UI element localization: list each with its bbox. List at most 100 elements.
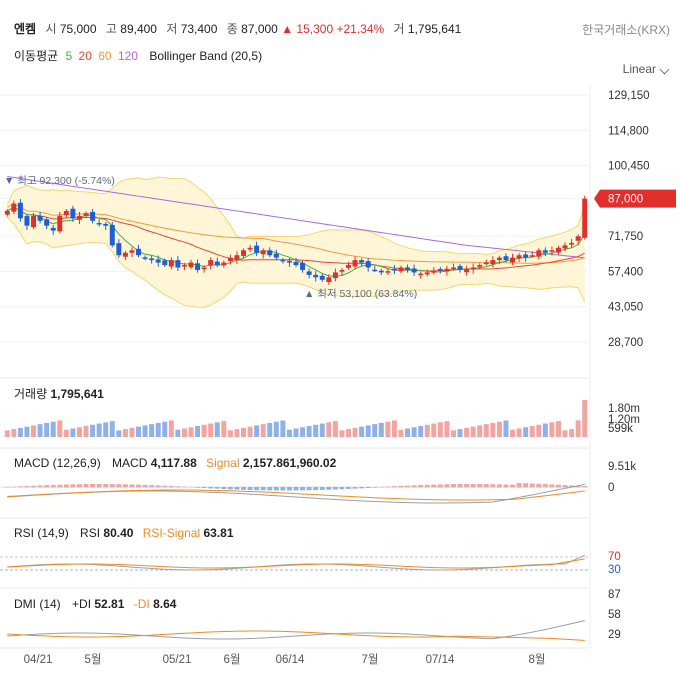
bollinger-lower-line bbox=[6, 216, 586, 309]
volume-bar bbox=[542, 423, 548, 437]
x-axis-label: 07/14 bbox=[426, 654, 455, 666]
macd-histogram-bar bbox=[510, 484, 516, 488]
volume-bar bbox=[109, 421, 115, 437]
macd-histogram-bar bbox=[457, 484, 463, 488]
ma60-line bbox=[7, 202, 585, 264]
candle-body bbox=[254, 245, 260, 253]
current-price-label: 87,000 bbox=[608, 194, 643, 206]
macd-histogram-bar bbox=[555, 484, 561, 488]
candle-body bbox=[168, 260, 174, 267]
plus-di-value: 52.81 bbox=[94, 597, 125, 611]
macd-histogram-bar bbox=[319, 487, 325, 490]
macd-histogram-bar bbox=[575, 485, 581, 488]
volume-bar bbox=[63, 429, 69, 437]
candle-body bbox=[542, 250, 548, 253]
candle-body bbox=[214, 261, 220, 266]
candle-body bbox=[149, 258, 155, 261]
x-axis-label: 8월 bbox=[529, 653, 546, 666]
candle-body bbox=[109, 224, 115, 246]
macd-histogram-bar bbox=[562, 485, 568, 488]
candle-body bbox=[418, 273, 424, 276]
candle-body bbox=[44, 219, 50, 226]
scale-select[interactable]: Linear bbox=[622, 62, 656, 76]
volume-bar bbox=[365, 425, 371, 437]
macd-histogram-bar bbox=[136, 484, 142, 488]
macd-histogram-bar bbox=[175, 486, 181, 488]
x-axis-label: 04/21 bbox=[24, 654, 53, 666]
volume-bar bbox=[70, 428, 76, 437]
rsi-value: 80.40 bbox=[103, 526, 134, 540]
macd-histogram-bar bbox=[496, 484, 502, 488]
candle-body bbox=[313, 274, 319, 278]
macd-histogram-bar bbox=[286, 487, 292, 491]
volume-bar bbox=[267, 422, 273, 437]
volume-bar bbox=[90, 424, 96, 437]
macd-value: 4,117.88 bbox=[150, 456, 197, 470]
rsi-title: RSI (14,9) RSI 80.40 RSI-Signal 63.81 bbox=[14, 526, 234, 540]
dmi-axis-label: 58 bbox=[608, 609, 621, 621]
macd-histogram-bar bbox=[378, 486, 384, 488]
candle-body bbox=[496, 257, 502, 261]
candle-body bbox=[464, 268, 470, 273]
exchange-label: 한국거래소(KRX) bbox=[582, 23, 670, 37]
volume-value: 1,795,641 bbox=[407, 22, 462, 36]
candle-body bbox=[405, 267, 411, 270]
volume-bar bbox=[195, 426, 201, 437]
volume-bar bbox=[332, 421, 338, 437]
macd-histogram-bar bbox=[129, 484, 135, 488]
candle-body bbox=[372, 269, 378, 272]
macd-histogram-bar bbox=[70, 484, 76, 488]
candle-body bbox=[306, 271, 312, 275]
macd-axis-label: 0 bbox=[608, 482, 614, 494]
macd-histogram-bar bbox=[483, 484, 489, 488]
x-axis-label: 7월 bbox=[362, 653, 379, 666]
candle-body bbox=[162, 260, 168, 266]
candle-body bbox=[11, 203, 17, 212]
rsi-signal-line bbox=[7, 558, 585, 569]
macd-histogram-bar bbox=[83, 484, 89, 488]
volume-bar bbox=[214, 422, 220, 437]
candle-body bbox=[470, 267, 476, 270]
volume-axis-label: 1.80m bbox=[608, 403, 640, 415]
moving-average-legend[interactable]: 이동평균 5 20 60 120 Bollinger Band (20,5) bbox=[14, 49, 263, 63]
macd-histogram-bar bbox=[490, 484, 496, 488]
volume-bar bbox=[405, 428, 411, 437]
candle-body bbox=[280, 259, 286, 262]
volume-bar bbox=[359, 426, 365, 437]
low-price: 73,400 bbox=[180, 22, 218, 36]
macd-histogram-bar bbox=[536, 483, 542, 488]
candle-body bbox=[510, 257, 516, 263]
volume-bar bbox=[555, 421, 561, 437]
macd-histogram-bar bbox=[37, 485, 43, 488]
candle-body bbox=[83, 213, 89, 216]
candle-body bbox=[76, 215, 82, 220]
volume-bar bbox=[411, 427, 417, 437]
volume-bar bbox=[306, 426, 312, 437]
volume-bar bbox=[129, 427, 135, 437]
volume-bar bbox=[254, 425, 260, 437]
candle-body bbox=[129, 250, 135, 253]
volume-bar bbox=[31, 425, 37, 437]
volume-bar bbox=[162, 421, 168, 437]
macd-histogram-bar bbox=[273, 487, 279, 491]
volume-bar bbox=[444, 421, 450, 437]
volume-bar bbox=[11, 429, 17, 437]
volume-bar bbox=[122, 429, 128, 437]
rsi-axis-label: 30 bbox=[608, 564, 621, 576]
volume-bar bbox=[260, 424, 266, 437]
macd-histogram-bar bbox=[418, 485, 424, 488]
price-axis-label: 57,400 bbox=[608, 266, 643, 278]
candle-body bbox=[116, 243, 122, 256]
macd-histogram-bar bbox=[31, 485, 37, 488]
volume-bar bbox=[483, 424, 489, 437]
candle-body bbox=[136, 248, 142, 256]
volume-bar bbox=[529, 426, 535, 437]
macd-histogram-bar bbox=[162, 485, 168, 488]
volume-bar bbox=[339, 430, 345, 437]
volume-bar bbox=[188, 427, 194, 437]
low-price-annotation: ▲ 최저 53,100 (63.84%) bbox=[304, 288, 417, 300]
macd-histogram-bar bbox=[267, 487, 273, 491]
macd-histogram-bar bbox=[109, 484, 115, 488]
volume-bar bbox=[391, 420, 397, 437]
